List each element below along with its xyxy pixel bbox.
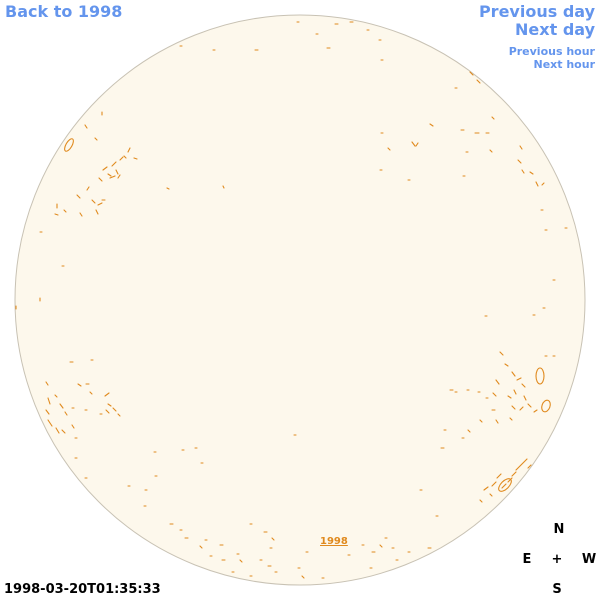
compass-south: S bbox=[552, 582, 562, 597]
compass-north: N bbox=[553, 522, 565, 537]
magnetic-contours bbox=[15, 21, 568, 579]
year-link[interactable]: 1998 bbox=[320, 536, 348, 547]
previous-hour-link[interactable]: Previous hour bbox=[508, 45, 595, 58]
previous-day-link[interactable]: Previous day bbox=[478, 2, 595, 21]
next-day-link[interactable]: Next day bbox=[515, 20, 595, 39]
compass-west: W bbox=[581, 552, 597, 567]
back-to-year-link[interactable]: Back to 1998 bbox=[5, 2, 123, 21]
compass-east: E bbox=[522, 552, 532, 567]
observation-timestamp: 1998-03-20T01:35:33 bbox=[4, 582, 161, 597]
compass-center: + bbox=[551, 552, 563, 567]
next-hour-link[interactable]: Next hour bbox=[533, 58, 596, 71]
solar-disk bbox=[14, 14, 586, 586]
